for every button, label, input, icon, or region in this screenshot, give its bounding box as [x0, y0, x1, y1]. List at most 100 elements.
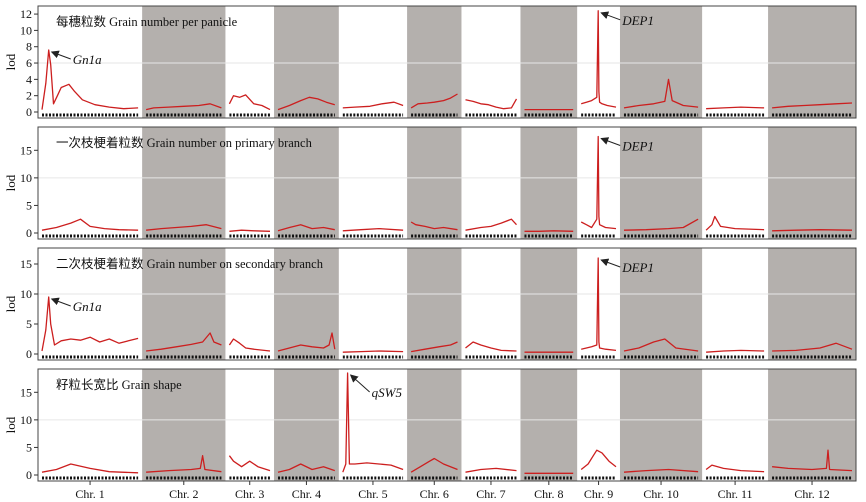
- chromosome-band: [407, 6, 462, 118]
- lod-profile-2: [146, 455, 222, 473]
- lod-profile-9: [581, 257, 617, 352]
- y-tick-label: 5: [26, 198, 32, 212]
- lod-profile-11: [705, 215, 765, 231]
- panel-3: 0 5 10 15 lod 二次枝梗着粒数 Grain number on seconda…: [3, 247, 857, 361]
- chromosome-band: [274, 6, 339, 118]
- lod-profile-9: [581, 10, 617, 108]
- y-tick-label: 10: [20, 287, 32, 301]
- lod-profile-10: [623, 338, 699, 352]
- y-tick-label: 6: [26, 56, 32, 70]
- chromosome-band: [520, 248, 578, 360]
- lod-profile-3: [228, 94, 271, 111]
- lod-profile-6: [410, 221, 458, 231]
- qtl-gene-label: Gn1a: [73, 52, 102, 67]
- chromosome-band: [619, 127, 703, 239]
- lod-profile-12: [772, 449, 853, 472]
- qtl-gene-label: DEP1: [621, 139, 654, 154]
- y-tick-label: 0: [26, 226, 32, 240]
- lod-profile-12: [772, 342, 853, 352]
- chromosome-band: [142, 248, 226, 360]
- annotation-arrow: [600, 137, 621, 146]
- annotation-arrow: [600, 11, 621, 21]
- qtl-gene-label: qSW5: [372, 385, 403, 400]
- lod-profile-7: [465, 98, 518, 110]
- lod-profile-10: [623, 468, 699, 473]
- chromosome-band: [619, 369, 703, 481]
- y-tick-label: 0: [26, 347, 32, 361]
- y-axis-label: lod: [3, 295, 18, 312]
- lod-profile-7: [465, 218, 517, 231]
- y-tick-label: 10: [20, 413, 32, 427]
- chromosome-band: [142, 127, 226, 239]
- lod-profile-4: [277, 332, 336, 352]
- y-tick-label: 0: [26, 105, 32, 119]
- chromosome-label: Chr. 6: [420, 487, 449, 501]
- lod-profile-1: [41, 463, 139, 474]
- chromosome-label: Chr. 5: [358, 487, 387, 501]
- lod-profile-4: [277, 463, 336, 473]
- lod-profile-1: [41, 49, 139, 110]
- lod-profile-3: [228, 455, 271, 472]
- annotation-arrow: [349, 374, 370, 393]
- lod-profile-10: [623, 78, 699, 109]
- chromosome-label: Chr. 11: [718, 487, 753, 501]
- panel-frame: [37, 368, 857, 482]
- panel-title: 籽粒长宽比 Grain shape: [56, 377, 182, 392]
- chromosome-band: [768, 6, 856, 118]
- lod-profile-3: [228, 338, 271, 352]
- panel-frame: [37, 126, 857, 240]
- chromosome-label: Chr. 2: [169, 487, 198, 501]
- chromosome-band: [768, 369, 856, 481]
- y-tick-label: 15: [20, 143, 32, 157]
- panel-1: 0 2 4 6 8 10 12 lod 每穗粒数 Grain number per panicl…: [3, 5, 857, 119]
- panel-title: 每穗粒数 Grain number per panicle: [56, 14, 238, 29]
- chromosome-band: [407, 127, 462, 239]
- chromosome-band: [619, 248, 703, 360]
- lod-profile-5: [342, 350, 404, 353]
- lod-profile-12: [772, 102, 853, 109]
- y-tick-label: 15: [20, 385, 32, 399]
- lod-profile-3: [229, 229, 271, 232]
- lod-profile-10: [623, 218, 699, 231]
- y-tick-label: 0: [26, 468, 32, 482]
- lod-profile-9: [580, 449, 617, 471]
- lod-profile-12: [772, 229, 853, 232]
- y-axis-label: lod: [3, 53, 18, 70]
- chromosome-band: [407, 248, 462, 360]
- lod-profile-11: [706, 106, 765, 110]
- chromosome-label: Chr. 9: [584, 487, 613, 501]
- panels-layer: 0 2 4 6 8 10 12 lod 每穗粒数 Grain number per panicl…: [3, 5, 857, 482]
- lod-profile-11: [706, 349, 765, 353]
- panel-2: 0 5 10 15 lod 一次枝梗着粒数 Grain number on primary…: [3, 126, 857, 240]
- lod-profile-6: [410, 341, 458, 353]
- chromosome-band: [520, 369, 578, 481]
- lod-profile-1: [41, 218, 139, 231]
- chromosome-label: Chr. 1: [75, 487, 104, 501]
- chromosome-band: [274, 369, 339, 481]
- annotation-arrow: [600, 258, 621, 268]
- chromosome-band: [520, 6, 578, 118]
- y-tick-label: 5: [26, 440, 32, 454]
- chromosome-band: [768, 248, 856, 360]
- chromosome-label: Chr. 12: [794, 487, 829, 501]
- panel-frame: [37, 5, 857, 119]
- chromosome-label: Chr. 8: [534, 487, 563, 501]
- chromosome-band: [407, 369, 462, 481]
- chromosome-band: [142, 369, 226, 481]
- lod-profile-7: [465, 341, 517, 352]
- lod-profile-4: [277, 96, 335, 111]
- chromosome-axis: Chr. 1 Chr. 2 Chr. 3 Chr. 4 Chr. 5 Chr. 6 Chr.…: [75, 481, 830, 501]
- lod-profile-11: [705, 464, 765, 473]
- chromosome-band: [274, 127, 339, 239]
- lod-profile-7: [465, 467, 517, 473]
- lod-profile-2: [145, 103, 222, 111]
- lod-profile-6: [410, 457, 458, 473]
- chromosome-label: Chr. 10: [643, 487, 678, 501]
- y-tick-label: 10: [20, 171, 32, 185]
- lod-profile-4: [277, 224, 335, 232]
- annotation-arrow: [50, 297, 71, 307]
- y-tick-label: 15: [20, 257, 32, 271]
- lod-profile-5: [342, 101, 404, 109]
- chromosome-label: Chr. 7: [476, 487, 505, 501]
